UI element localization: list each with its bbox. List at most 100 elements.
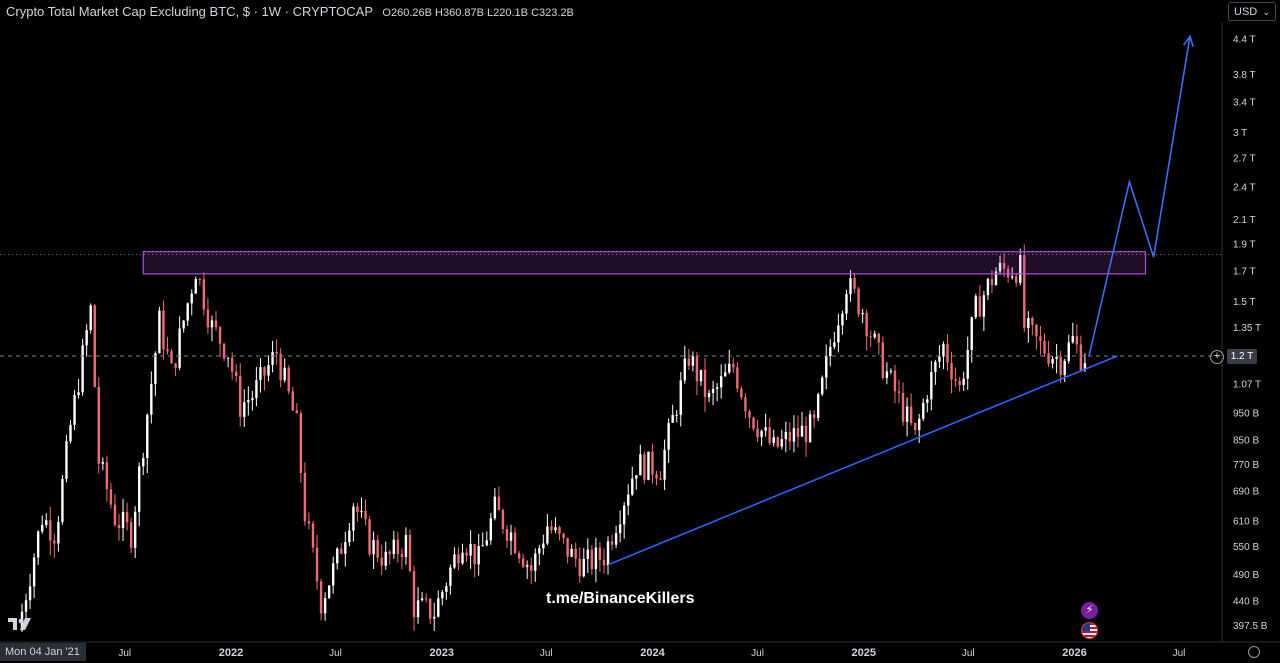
candle-body xyxy=(639,454,642,476)
candle-body xyxy=(327,585,331,599)
candle-body xyxy=(699,369,703,382)
candle-body xyxy=(251,398,254,401)
candle-body xyxy=(28,586,32,601)
flash-icon[interactable]: ⚡ xyxy=(1081,602,1098,619)
candle-body xyxy=(740,388,743,398)
candle-body xyxy=(1043,340,1046,354)
y-tick-label: 1.07 T xyxy=(1233,379,1261,390)
candle-body xyxy=(364,510,367,520)
ohlc-low: 220.1B xyxy=(493,7,529,19)
candle-body xyxy=(534,553,537,571)
resistance-zone xyxy=(142,251,1147,275)
candle-body xyxy=(307,521,311,524)
y-tick-label: 397.5 B xyxy=(1233,621,1268,632)
us-flag-icon[interactable] xyxy=(1081,622,1098,639)
candle-body xyxy=(85,330,88,346)
candle-body xyxy=(275,352,278,354)
candle-body xyxy=(901,392,905,422)
candle-body xyxy=(41,525,44,532)
settings-icon[interactable] xyxy=(1248,646,1260,658)
candle-body xyxy=(449,567,452,586)
candle-body xyxy=(825,356,828,378)
candle-body xyxy=(966,350,969,379)
candle-body xyxy=(109,489,113,505)
candle-body xyxy=(150,383,153,415)
tradingview-logo-icon[interactable] xyxy=(8,616,34,632)
candle-body xyxy=(857,288,860,315)
candle-body xyxy=(546,526,549,544)
candle-body xyxy=(428,598,432,619)
candle-body xyxy=(315,547,319,582)
candle-body xyxy=(239,375,242,417)
y-tick-label: 490 B xyxy=(1233,570,1259,581)
candle-body xyxy=(170,351,173,364)
x-tick-label: 2026 xyxy=(1062,647,1086,659)
candle-body xyxy=(732,363,735,368)
symbol-title: Crypto Total Market Cap Excluding BTC, $… xyxy=(6,4,373,19)
candle-body xyxy=(550,526,553,531)
candle-body xyxy=(958,380,961,386)
candle-body xyxy=(728,363,731,373)
candle-body xyxy=(655,474,658,479)
y-tick-label: 550 B xyxy=(1233,542,1259,553)
candle-body xyxy=(93,305,96,387)
price-axis[interactable]: 4.4 T 3.8 T 3.4 T 3 T 2.7 T 2.4 T 2.1 T 1.9 T 1.… xyxy=(1233,34,1268,632)
candle-body xyxy=(909,406,913,423)
candle-body xyxy=(352,506,355,531)
candle-body xyxy=(336,548,339,564)
candle-body xyxy=(829,346,832,357)
candle-body xyxy=(49,520,52,541)
candle-body xyxy=(772,437,775,443)
currency-select[interactable]: USD ⌄ xyxy=(1228,2,1276,21)
add-alert-icon[interactable]: + xyxy=(1210,350,1224,364)
candle-body xyxy=(691,356,695,366)
candle-body xyxy=(800,425,804,437)
candle-body xyxy=(129,522,133,548)
candle-body xyxy=(259,367,262,381)
candle-body xyxy=(675,414,678,416)
candle-body xyxy=(416,600,420,618)
candle-body xyxy=(542,543,545,549)
candle-body xyxy=(295,410,299,414)
candle-body xyxy=(267,364,270,376)
candle-body xyxy=(24,600,28,612)
candle-body xyxy=(974,296,977,318)
candle-body xyxy=(893,370,897,392)
candle-body xyxy=(154,353,157,384)
candle-body xyxy=(344,542,347,554)
candle-body xyxy=(982,295,986,317)
candle-body xyxy=(513,532,517,554)
candle-body xyxy=(392,539,396,554)
candle-body xyxy=(65,441,68,479)
candle-body xyxy=(247,400,250,403)
candle-body xyxy=(408,534,412,572)
support-trendline xyxy=(607,355,1118,566)
candle-body xyxy=(582,559,585,577)
candle-body xyxy=(736,367,739,389)
candle-body xyxy=(752,417,755,429)
candle-body xyxy=(1083,363,1087,371)
y-tick-label: 1.35 T xyxy=(1233,323,1261,334)
candle-body xyxy=(465,552,468,556)
projection-arrowhead xyxy=(1183,34,1194,47)
y-tick-label: 3.8 T xyxy=(1233,70,1256,81)
candle-body xyxy=(594,547,598,570)
candle-body xyxy=(437,598,440,617)
candle-body xyxy=(853,278,856,289)
candle-body xyxy=(174,363,177,368)
candle-body xyxy=(877,333,880,343)
candle-body xyxy=(926,399,929,403)
candle-body xyxy=(833,342,836,347)
candle-body xyxy=(715,387,719,389)
time-axis[interactable]: Jul 2022 Jul 2023 Jul 2024 Jul 2025 Jul 2026 Jul xyxy=(118,647,1185,659)
x-tick-label: Jul xyxy=(540,648,553,659)
candle-body xyxy=(897,391,901,393)
candle-body xyxy=(606,541,610,566)
candle-body xyxy=(784,431,788,440)
candle-body xyxy=(994,271,998,285)
candle-body xyxy=(566,537,569,557)
candle-body xyxy=(222,343,226,359)
candle-body xyxy=(319,581,323,614)
candle-body xyxy=(885,371,889,378)
